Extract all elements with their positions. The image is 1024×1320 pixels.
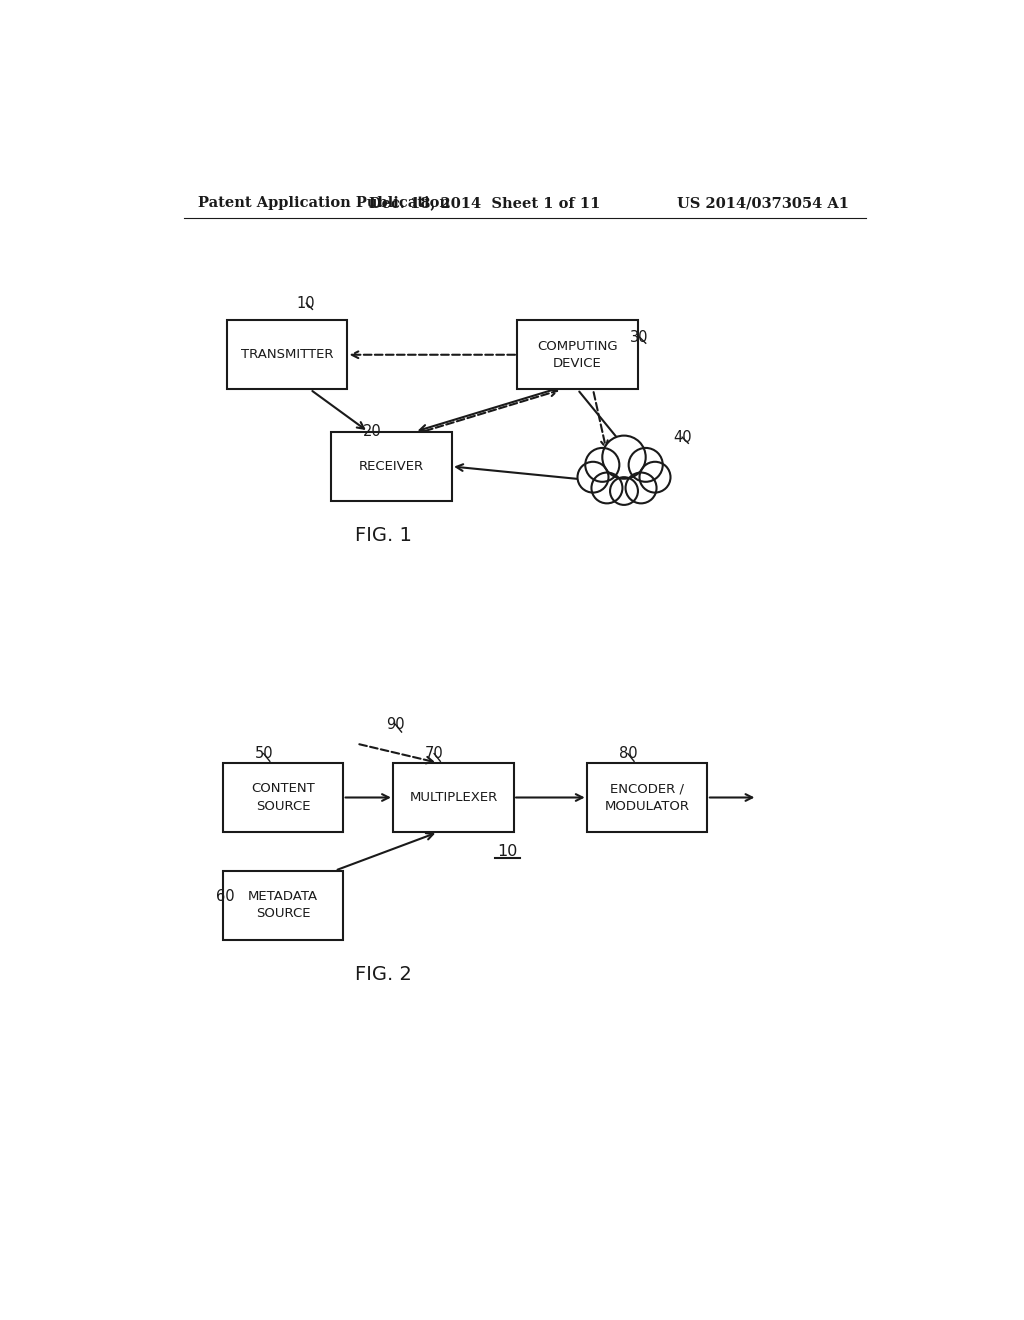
Circle shape [640, 462, 671, 492]
Text: Dec. 18, 2014  Sheet 1 of 11: Dec. 18, 2014 Sheet 1 of 11 [369, 197, 600, 210]
Text: FIG. 1: FIG. 1 [355, 527, 413, 545]
Text: US 2014/0373054 A1: US 2014/0373054 A1 [677, 197, 849, 210]
Text: COMPUTING
DEVICE: COMPUTING DEVICE [538, 339, 617, 370]
Circle shape [592, 473, 623, 503]
Text: 70: 70 [425, 746, 443, 762]
Text: ENCODER /
MODULATOR: ENCODER / MODULATOR [605, 783, 690, 813]
Text: METADATA
SOURCE: METADATA SOURCE [248, 890, 318, 920]
Text: 10: 10 [498, 843, 518, 859]
Bar [587, 763, 708, 832]
Text: CONTENT
SOURCE: CONTENT SOURCE [251, 783, 314, 813]
Text: RECEIVER: RECEIVER [359, 459, 424, 473]
Circle shape [578, 462, 608, 492]
Text: Patent Application Publication: Patent Application Publication [198, 197, 450, 210]
Bar [332, 432, 452, 502]
Text: 60: 60 [216, 888, 234, 904]
Bar [226, 321, 347, 389]
Circle shape [626, 473, 656, 503]
Text: 50: 50 [254, 746, 273, 762]
Bar [223, 871, 343, 940]
Bar [393, 763, 514, 832]
Text: 80: 80 [618, 746, 637, 762]
Text: 20: 20 [362, 424, 382, 440]
Text: 40: 40 [673, 429, 691, 445]
Text: 10: 10 [297, 296, 315, 310]
Circle shape [610, 478, 638, 506]
Bar [517, 321, 638, 389]
Bar [223, 763, 343, 832]
Circle shape [629, 447, 663, 482]
Text: 30: 30 [630, 330, 649, 345]
Text: TRANSMITTER: TRANSMITTER [241, 348, 333, 362]
Circle shape [602, 436, 646, 479]
Text: FIG. 2: FIG. 2 [355, 965, 413, 985]
Text: MULTIPLEXER: MULTIPLEXER [410, 791, 498, 804]
Circle shape [586, 447, 620, 482]
Text: 90: 90 [386, 717, 404, 731]
